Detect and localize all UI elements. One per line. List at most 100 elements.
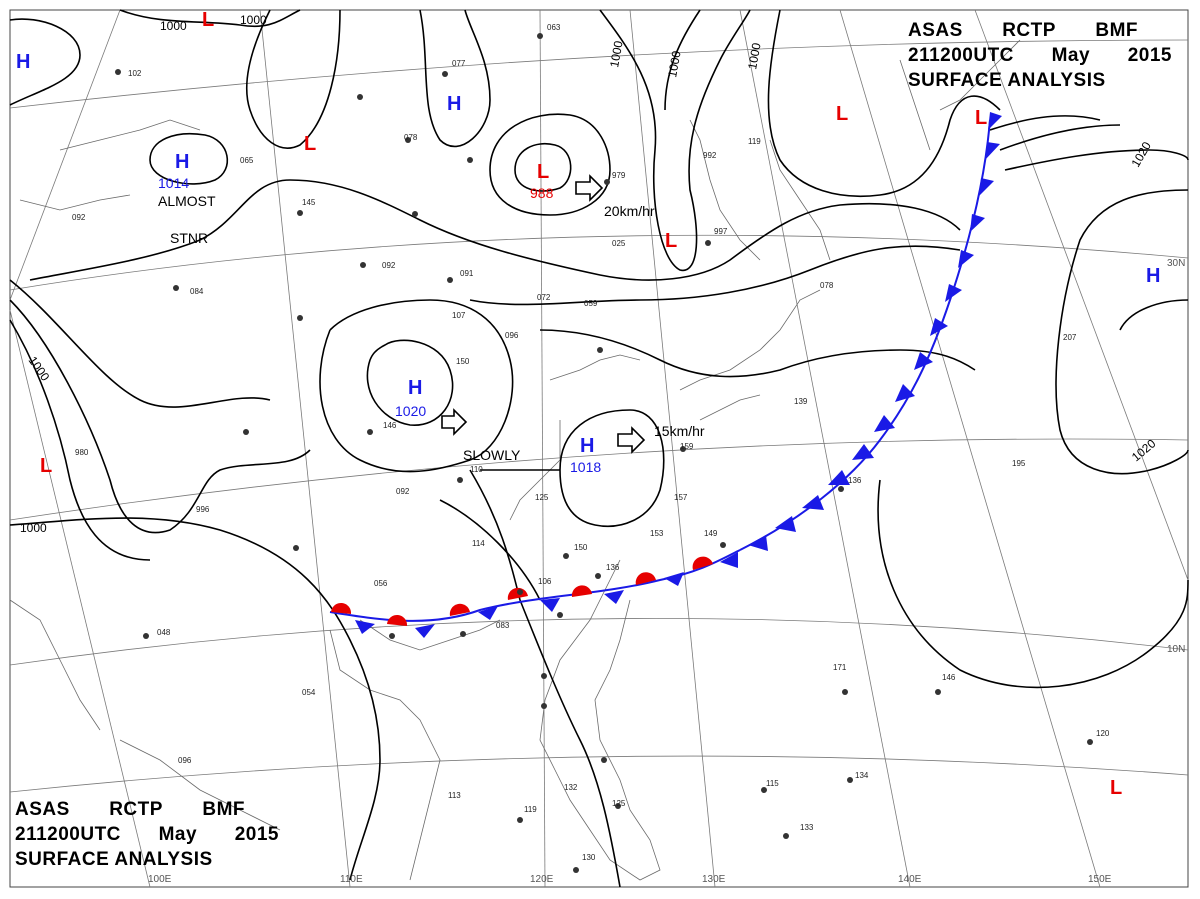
isobar-label: 1000 (160, 19, 187, 33)
cold-front-triangle (979, 178, 994, 196)
cold-front-triangle (664, 572, 684, 586)
high-centers: H H 1014 H H 1020 H 1018 H (16, 51, 1160, 475)
cold-front-triangle (895, 384, 915, 402)
cold-front-triangle (775, 516, 796, 532)
isobar (1055, 189, 1189, 475)
high-symbol: H (175, 151, 189, 173)
grid-labels: 100E 110E 120E 130E 140E 150E 30N 10N (148, 258, 1185, 885)
station-dot (115, 69, 121, 75)
station-dot (460, 631, 466, 637)
station-value: 120 (1096, 729, 1110, 738)
lat-label: 10N (1167, 644, 1185, 655)
station-value: 091 (460, 269, 474, 278)
almost-label: ALMOST (158, 193, 216, 209)
station-value: 084 (190, 287, 204, 296)
station-dot (389, 633, 395, 639)
cold-front-triangle (720, 552, 738, 568)
high-symbol: H (580, 435, 594, 457)
arrow-icon (441, 408, 468, 436)
coastline (19, 194, 131, 211)
high-symbol: H (1146, 265, 1160, 287)
cold-front-triangle (874, 415, 895, 432)
station-value: 056 (374, 579, 388, 588)
longitude-line (9, 9, 121, 301)
station-dot (783, 833, 789, 839)
station-values: 063 077 078 145 092 091 107 150 096 072 … (72, 23, 1110, 862)
lon-label: 140E (898, 874, 922, 885)
footer-line-1: ASAS RCTP BMF (15, 797, 245, 822)
station-value: 171 (833, 663, 847, 672)
cold-front-triangle (930, 318, 948, 336)
footer-station: RCTP (109, 799, 163, 820)
isobar (319, 299, 514, 473)
station-dot (405, 137, 411, 143)
station-dot (935, 689, 941, 695)
station-value: 153 (650, 529, 664, 538)
station-value: 096 (178, 756, 192, 765)
station-value: 110 (470, 465, 483, 474)
isobar (439, 499, 541, 601)
lat-label: 30N (1167, 258, 1185, 269)
isobar-label: 1000 (240, 13, 267, 27)
station-value: 195 (1012, 459, 1026, 468)
cold-front-triangle (415, 624, 435, 638)
slowly-label: SLOWLY (463, 447, 521, 463)
station-value: 078 (820, 281, 834, 290)
latitude-line (9, 617, 1189, 666)
longitude-line (539, 9, 546, 888)
stnr-label: STNR (170, 230, 208, 246)
title-month: May (1051, 45, 1091, 66)
station-dot (705, 240, 711, 246)
station-value: 102 (128, 69, 142, 78)
footer-line-3: SURFACE ANALYSIS (15, 847, 260, 872)
cold-front-triangle (945, 284, 962, 302)
station-value: 125 (612, 799, 626, 808)
latitude-line (9, 39, 1189, 109)
station-value: 119 (524, 805, 537, 814)
station-value: 113 (448, 791, 461, 800)
speed-label-15: 15km/hr (654, 423, 705, 439)
station-value: 146 (383, 421, 397, 430)
station-dot (447, 277, 453, 283)
movement-arrows (441, 174, 646, 454)
coastline (689, 119, 761, 261)
coastlines (9, 39, 1021, 881)
station-value: 114 (472, 539, 485, 548)
title-product-code: ASAS (908, 20, 963, 41)
isobar (29, 179, 961, 281)
longitude-line (259, 9, 351, 888)
isobar (1004, 149, 1189, 171)
station-dot (173, 285, 179, 291)
station-value: 149 (704, 529, 718, 538)
station-dot (537, 33, 543, 39)
station-value: 146 (942, 673, 956, 682)
station-dot (541, 703, 547, 709)
title-description: SURFACE ANALYSIS (908, 70, 1106, 91)
longitude-line (739, 9, 911, 888)
isobar (469, 245, 961, 306)
coastline (359, 619, 501, 651)
station-value: 979 (612, 171, 626, 180)
cold-front (355, 112, 1002, 638)
station-dot (517, 817, 523, 823)
low-symbol: L (304, 133, 316, 155)
coastline (509, 420, 561, 521)
station-dot (297, 315, 303, 321)
coastline (9, 599, 101, 731)
station-dot (143, 633, 149, 639)
annotations: ALMOST STNR SLOWLY 20km/hr 15km/hr (158, 193, 705, 463)
cold-front-triangle (958, 250, 974, 268)
station-dot (357, 94, 363, 100)
station-dot (761, 787, 767, 793)
station-value: 139 (794, 397, 808, 406)
station-dot (842, 689, 848, 695)
lon-label: 100E (148, 874, 172, 885)
high-pressure-value: 1018 (570, 459, 601, 475)
station-dot (243, 429, 249, 435)
station-value: 134 (855, 771, 869, 780)
warm-front-semicircle (331, 602, 352, 614)
longitude-line (9, 309, 151, 888)
station-value: 107 (452, 311, 466, 320)
lon-label: 120E (530, 874, 554, 885)
map-frame (9, 9, 1189, 888)
